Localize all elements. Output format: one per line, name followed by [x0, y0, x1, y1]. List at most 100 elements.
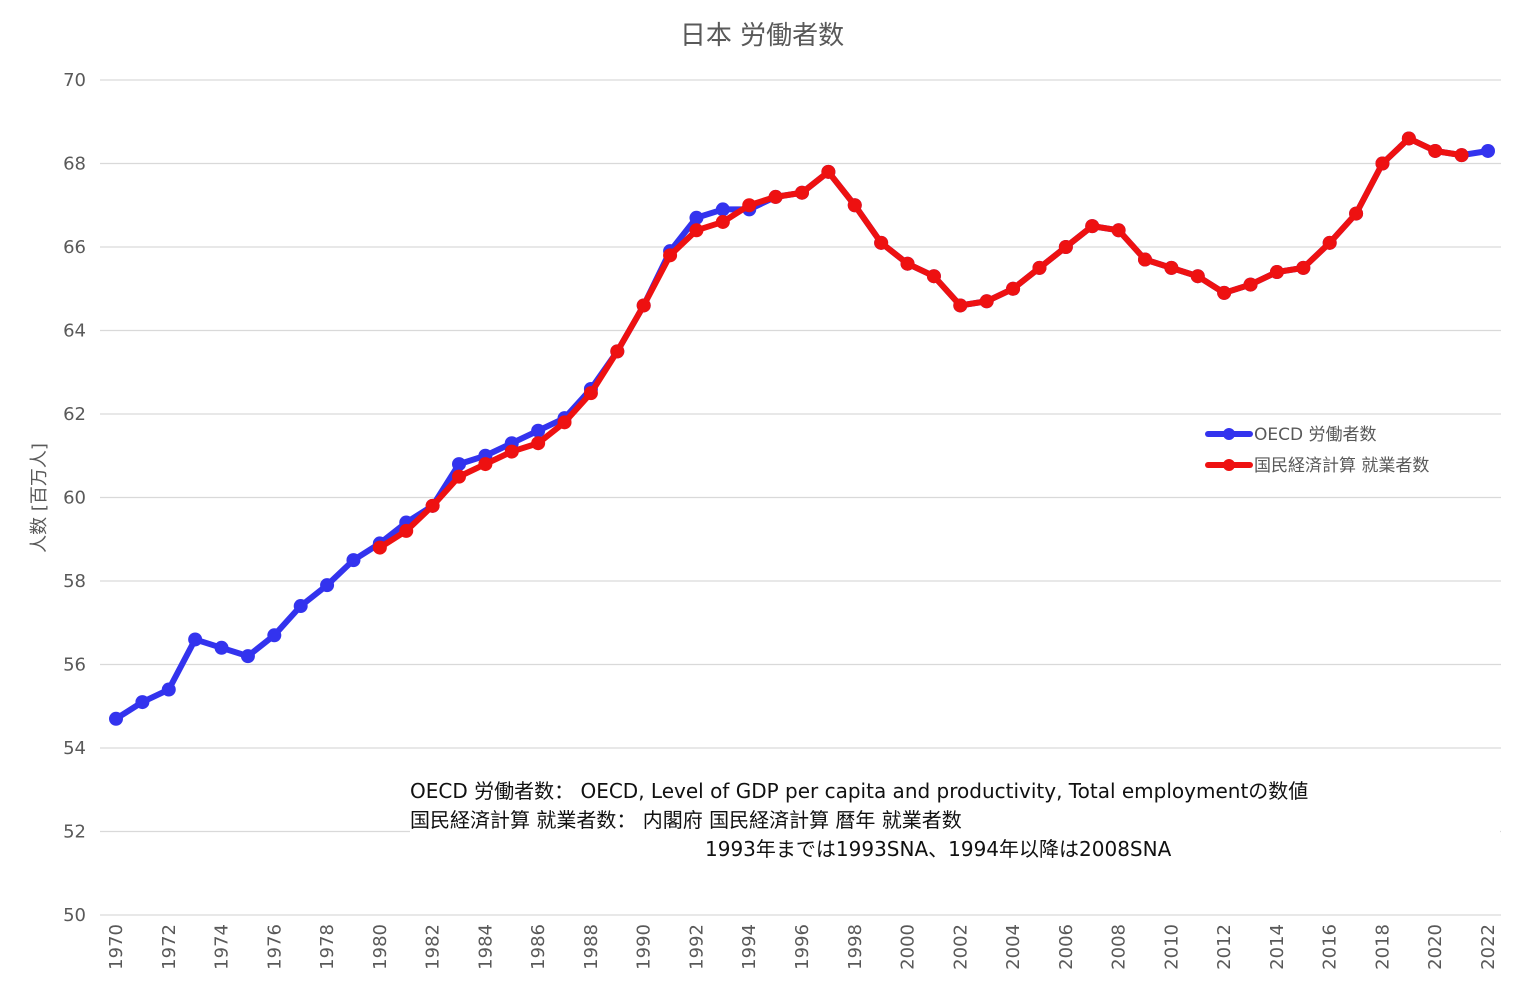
x-tick-label: 2012 — [1214, 924, 1235, 970]
x-tick-label: 2020 — [1425, 924, 1446, 970]
y-tick-label: 52 — [63, 822, 86, 843]
data-point — [188, 632, 203, 647]
series-layer — [109, 131, 1495, 726]
data-point — [478, 457, 493, 472]
data-point — [1454, 148, 1469, 163]
x-tick-label: 1978 — [317, 924, 338, 970]
data-point — [900, 256, 915, 271]
data-point — [320, 578, 335, 593]
x-tick-label: 1984 — [475, 924, 496, 970]
data-point — [452, 469, 466, 484]
data-point — [557, 415, 572, 430]
y-tick-label: 62 — [63, 404, 86, 425]
x-tick-label: 1988 — [581, 924, 602, 970]
x-tick-label: 2014 — [1267, 924, 1288, 970]
x-tick-label: 1972 — [159, 924, 180, 970]
series-2 — [372, 131, 1469, 555]
x-tick-label: 1996 — [792, 924, 813, 970]
series-line — [376, 135, 1465, 551]
x-tick-label: 1982 — [423, 924, 444, 970]
x-tick-label: 2008 — [1109, 924, 1130, 970]
x-tick-label: 2006 — [1056, 924, 1077, 970]
data-point — [1401, 131, 1416, 146]
data-point — [610, 344, 625, 359]
x-tick-label: 2022 — [1478, 924, 1499, 970]
note-oecd: OECD 労働者数： OECD, Level of GDP per capita… — [410, 779, 1309, 803]
x-tick-label: 1992 — [686, 924, 707, 970]
data-point — [240, 649, 255, 664]
data-point — [1111, 223, 1126, 238]
x-tick-label: 2002 — [950, 924, 971, 970]
data-point — [1481, 143, 1495, 158]
x-tick-label: 1986 — [528, 924, 549, 970]
data-point — [715, 202, 730, 217]
data-point — [636, 298, 651, 313]
data-point — [267, 628, 282, 643]
y-axis-ticks: 50 52 54 56 58 60 62 64 66 68 70 — [63, 70, 86, 926]
data-point — [1428, 143, 1443, 158]
data-point — [689, 223, 704, 238]
data-point — [452, 457, 466, 472]
legend-label: 国民経済計算 就業者数 — [1254, 456, 1429, 476]
legend-item: OECD 労働者数 — [1205, 425, 1377, 445]
y-tick-label: 54 — [63, 738, 86, 759]
data-point — [135, 695, 150, 710]
data-point — [1085, 219, 1100, 234]
data-point — [742, 198, 757, 213]
data-point — [847, 198, 862, 213]
data-point — [795, 185, 809, 200]
data-point — [504, 444, 519, 459]
y-tick-label: 58 — [63, 571, 86, 592]
data-point — [1006, 281, 1021, 296]
x-tick-label: 1994 — [739, 924, 760, 970]
note-sna-version: 1993年までは1993SNA、1994年以降は2008SNA — [705, 837, 1172, 861]
data-point — [372, 540, 387, 555]
x-tick-label: 1970 — [106, 924, 127, 970]
data-point — [1375, 156, 1390, 171]
data-point — [161, 682, 176, 697]
data-point — [531, 436, 546, 451]
data-point — [346, 553, 361, 568]
data-point — [214, 640, 229, 655]
y-tick-label: 60 — [63, 488, 86, 509]
data-point — [1322, 235, 1337, 250]
x-tick-label: 1998 — [845, 924, 866, 970]
x-tick-label: 2010 — [1161, 924, 1182, 970]
data-point — [821, 164, 836, 179]
data-point — [1269, 265, 1284, 280]
data-point — [715, 214, 730, 229]
x-tick-label: 1990 — [634, 924, 655, 970]
data-point — [1217, 285, 1232, 300]
data-point — [583, 386, 598, 401]
x-tick-label: 2018 — [1372, 924, 1393, 970]
legend-swatch-marker — [1223, 428, 1235, 440]
x-axis-ticks: 1970 1972 1974 1976 1978 1980 1982 1984 1986 1988… — [106, 924, 1499, 970]
data-point — [768, 189, 783, 204]
x-tick-label: 2000 — [898, 924, 919, 970]
legend-label: OECD 労働者数 — [1254, 425, 1377, 445]
y-tick-label: 70 — [63, 70, 86, 91]
data-point — [663, 248, 678, 263]
data-point — [293, 599, 308, 614]
legend-item: 国民経済計算 就業者数 — [1205, 456, 1429, 476]
data-point — [1164, 260, 1179, 275]
data-point — [1190, 269, 1205, 284]
chart-title: 日本 労働者数 — [680, 21, 844, 51]
y-tick-label: 56 — [63, 655, 86, 676]
data-point — [1032, 260, 1047, 275]
legend-swatch-marker — [1223, 459, 1235, 471]
x-tick-label: 2016 — [1320, 924, 1341, 970]
y-axis-label: 人数 [百万人] — [29, 443, 50, 553]
x-tick-label: 2004 — [1003, 924, 1024, 970]
x-tick-label: 1976 — [264, 924, 285, 970]
y-tick-label: 64 — [63, 321, 86, 342]
data-point — [399, 523, 414, 538]
data-point — [1349, 206, 1364, 221]
data-point — [531, 423, 546, 438]
data-point — [689, 210, 704, 225]
data-point — [926, 269, 941, 284]
data-point — [953, 298, 968, 313]
data-point — [1058, 240, 1073, 254]
